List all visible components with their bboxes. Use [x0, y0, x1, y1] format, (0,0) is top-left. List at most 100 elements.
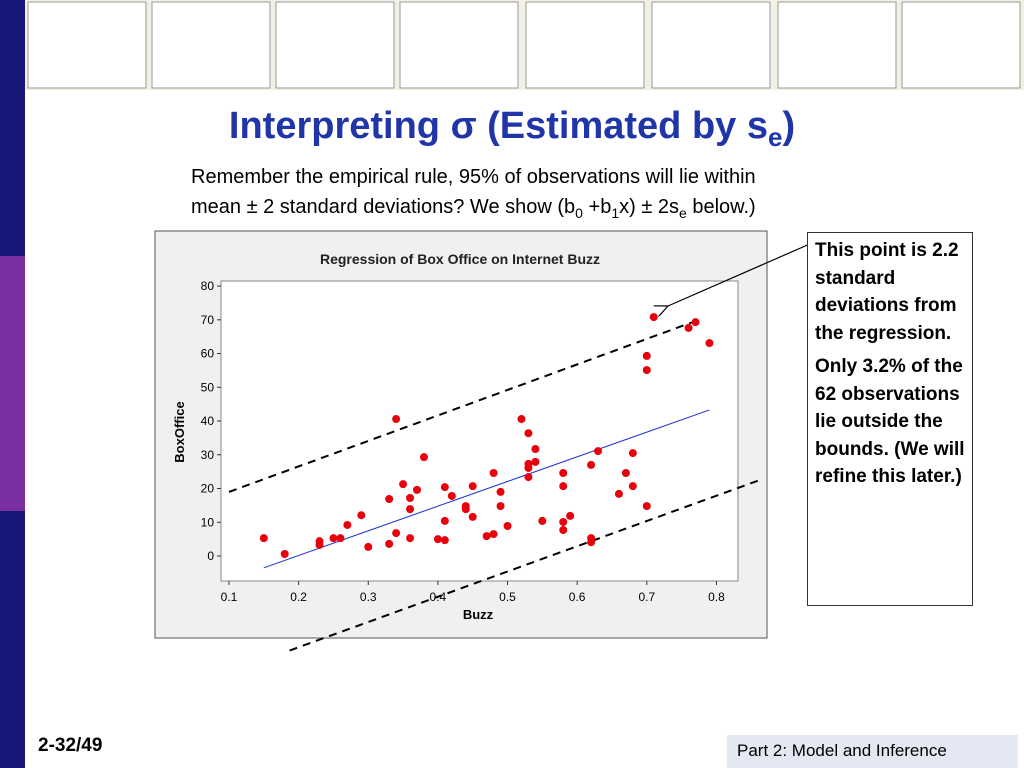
- data-point: [642, 502, 651, 511]
- slide-title: Interpreting σ (Estimated by se): [229, 105, 795, 152]
- data-point: [385, 494, 394, 503]
- text-run: x) ± 2s: [619, 196, 679, 218]
- data-point: [440, 536, 449, 545]
- callout-arrow: [668, 242, 813, 306]
- data-point: [399, 480, 408, 489]
- chart: 010203040506070800.10.20.30.40.50.60.70.…: [201, 279, 760, 652]
- data-point: [538, 516, 547, 525]
- text-run: mean ± 2 standard deviations? We show (b: [191, 196, 575, 218]
- data-point: [587, 538, 596, 547]
- data-point: [566, 511, 575, 520]
- data-point: [684, 323, 693, 332]
- data-point: [559, 482, 568, 491]
- data-point: [524, 429, 533, 438]
- y-tick-label: 0: [207, 549, 214, 563]
- x-tick-label: 0.8: [708, 590, 725, 604]
- data-point: [392, 415, 401, 424]
- data-point: [364, 542, 373, 551]
- y-tick-label: 50: [201, 380, 215, 394]
- y-tick-label: 30: [201, 448, 215, 462]
- data-point: [406, 505, 415, 514]
- y-axis-label: BoxOffice: [172, 401, 187, 462]
- data-point: [559, 469, 568, 478]
- subscript: 1: [611, 205, 619, 221]
- data-point: [447, 491, 456, 500]
- data-point: [649, 313, 658, 322]
- data-point: [343, 520, 352, 529]
- text-run: +b: [583, 196, 611, 218]
- data-point: [531, 445, 540, 454]
- x-tick-label: 0.3: [360, 590, 377, 604]
- data-point: [559, 517, 568, 526]
- data-point: [468, 482, 477, 491]
- data-point: [705, 339, 714, 348]
- data-point: [503, 521, 512, 530]
- plot-area: [220, 280, 739, 582]
- data-point: [531, 457, 540, 466]
- x-axis-label: Buzz: [463, 607, 494, 622]
- body-line: mean ± 2 standard deviations? We show (b…: [191, 196, 756, 221]
- data-point: [280, 550, 289, 559]
- data-point: [406, 534, 415, 543]
- thumbnails: [27, 1, 1021, 89]
- data-point: [628, 482, 637, 491]
- callout-text: Only 3.2% of the 62 observations lie out…: [815, 356, 965, 487]
- data-point: [392, 529, 401, 538]
- data-point: [642, 366, 651, 375]
- x-tick-label: 0.1: [221, 590, 238, 604]
- data-point: [440, 483, 449, 492]
- data-point: [517, 415, 526, 424]
- data-point: [336, 534, 345, 543]
- chart-title: Regression of Box Office on Internet Buz…: [320, 251, 600, 267]
- data-point: [413, 485, 422, 494]
- y-tick-label: 70: [201, 313, 215, 327]
- data-point: [489, 469, 498, 478]
- data-point: [496, 502, 505, 511]
- x-tick-label: 0.2: [290, 590, 307, 604]
- y-tick-label: 60: [201, 347, 215, 361]
- subscript: 0: [575, 205, 583, 221]
- data-point: [628, 449, 637, 458]
- text-run: below.): [687, 196, 756, 218]
- data-point: [614, 489, 623, 498]
- x-tick-label: 0.7: [638, 590, 655, 604]
- section-label: Part 2: Model and Inference: [727, 735, 1018, 768]
- data-point: [559, 526, 568, 535]
- callout-text: This point is 2.2 standard deviations fr…: [815, 240, 959, 344]
- data-point: [524, 473, 533, 482]
- data-point: [329, 534, 338, 543]
- sidebar-accent: [0, 256, 25, 511]
- y-tick-label: 80: [201, 279, 215, 293]
- body-line: Remember the empirical rule, 95% of obse…: [191, 166, 756, 188]
- y-tick-label: 40: [201, 414, 215, 428]
- y-tick-label: 20: [201, 482, 215, 496]
- data-point: [642, 351, 651, 360]
- regression-line: [263, 409, 710, 569]
- data-point: [468, 512, 477, 521]
- data-point: [385, 539, 394, 548]
- callout: This point is 2.2 standard deviations fr…: [807, 232, 973, 606]
- data-point: [406, 493, 415, 502]
- data-point: [440, 516, 449, 525]
- data-point: [524, 463, 533, 472]
- data-point: [496, 487, 505, 496]
- data-point: [621, 469, 630, 478]
- data-point: [259, 534, 268, 543]
- data-point: [587, 460, 596, 469]
- data-point: [357, 511, 366, 520]
- page-number: 2-32/49: [38, 735, 103, 756]
- subscript: e: [679, 205, 687, 221]
- data-point: [315, 540, 324, 549]
- data-point: [419, 453, 428, 462]
- y-tick-label: 10: [201, 515, 215, 529]
- data-point: [461, 505, 470, 514]
- x-tick-label: 0.6: [569, 590, 586, 604]
- data-point: [482, 532, 491, 541]
- data-point: [691, 318, 700, 327]
- data-point: [594, 447, 603, 456]
- data-point: [433, 535, 442, 544]
- x-tick-label: 0.5: [499, 590, 516, 604]
- data-point: [489, 530, 498, 539]
